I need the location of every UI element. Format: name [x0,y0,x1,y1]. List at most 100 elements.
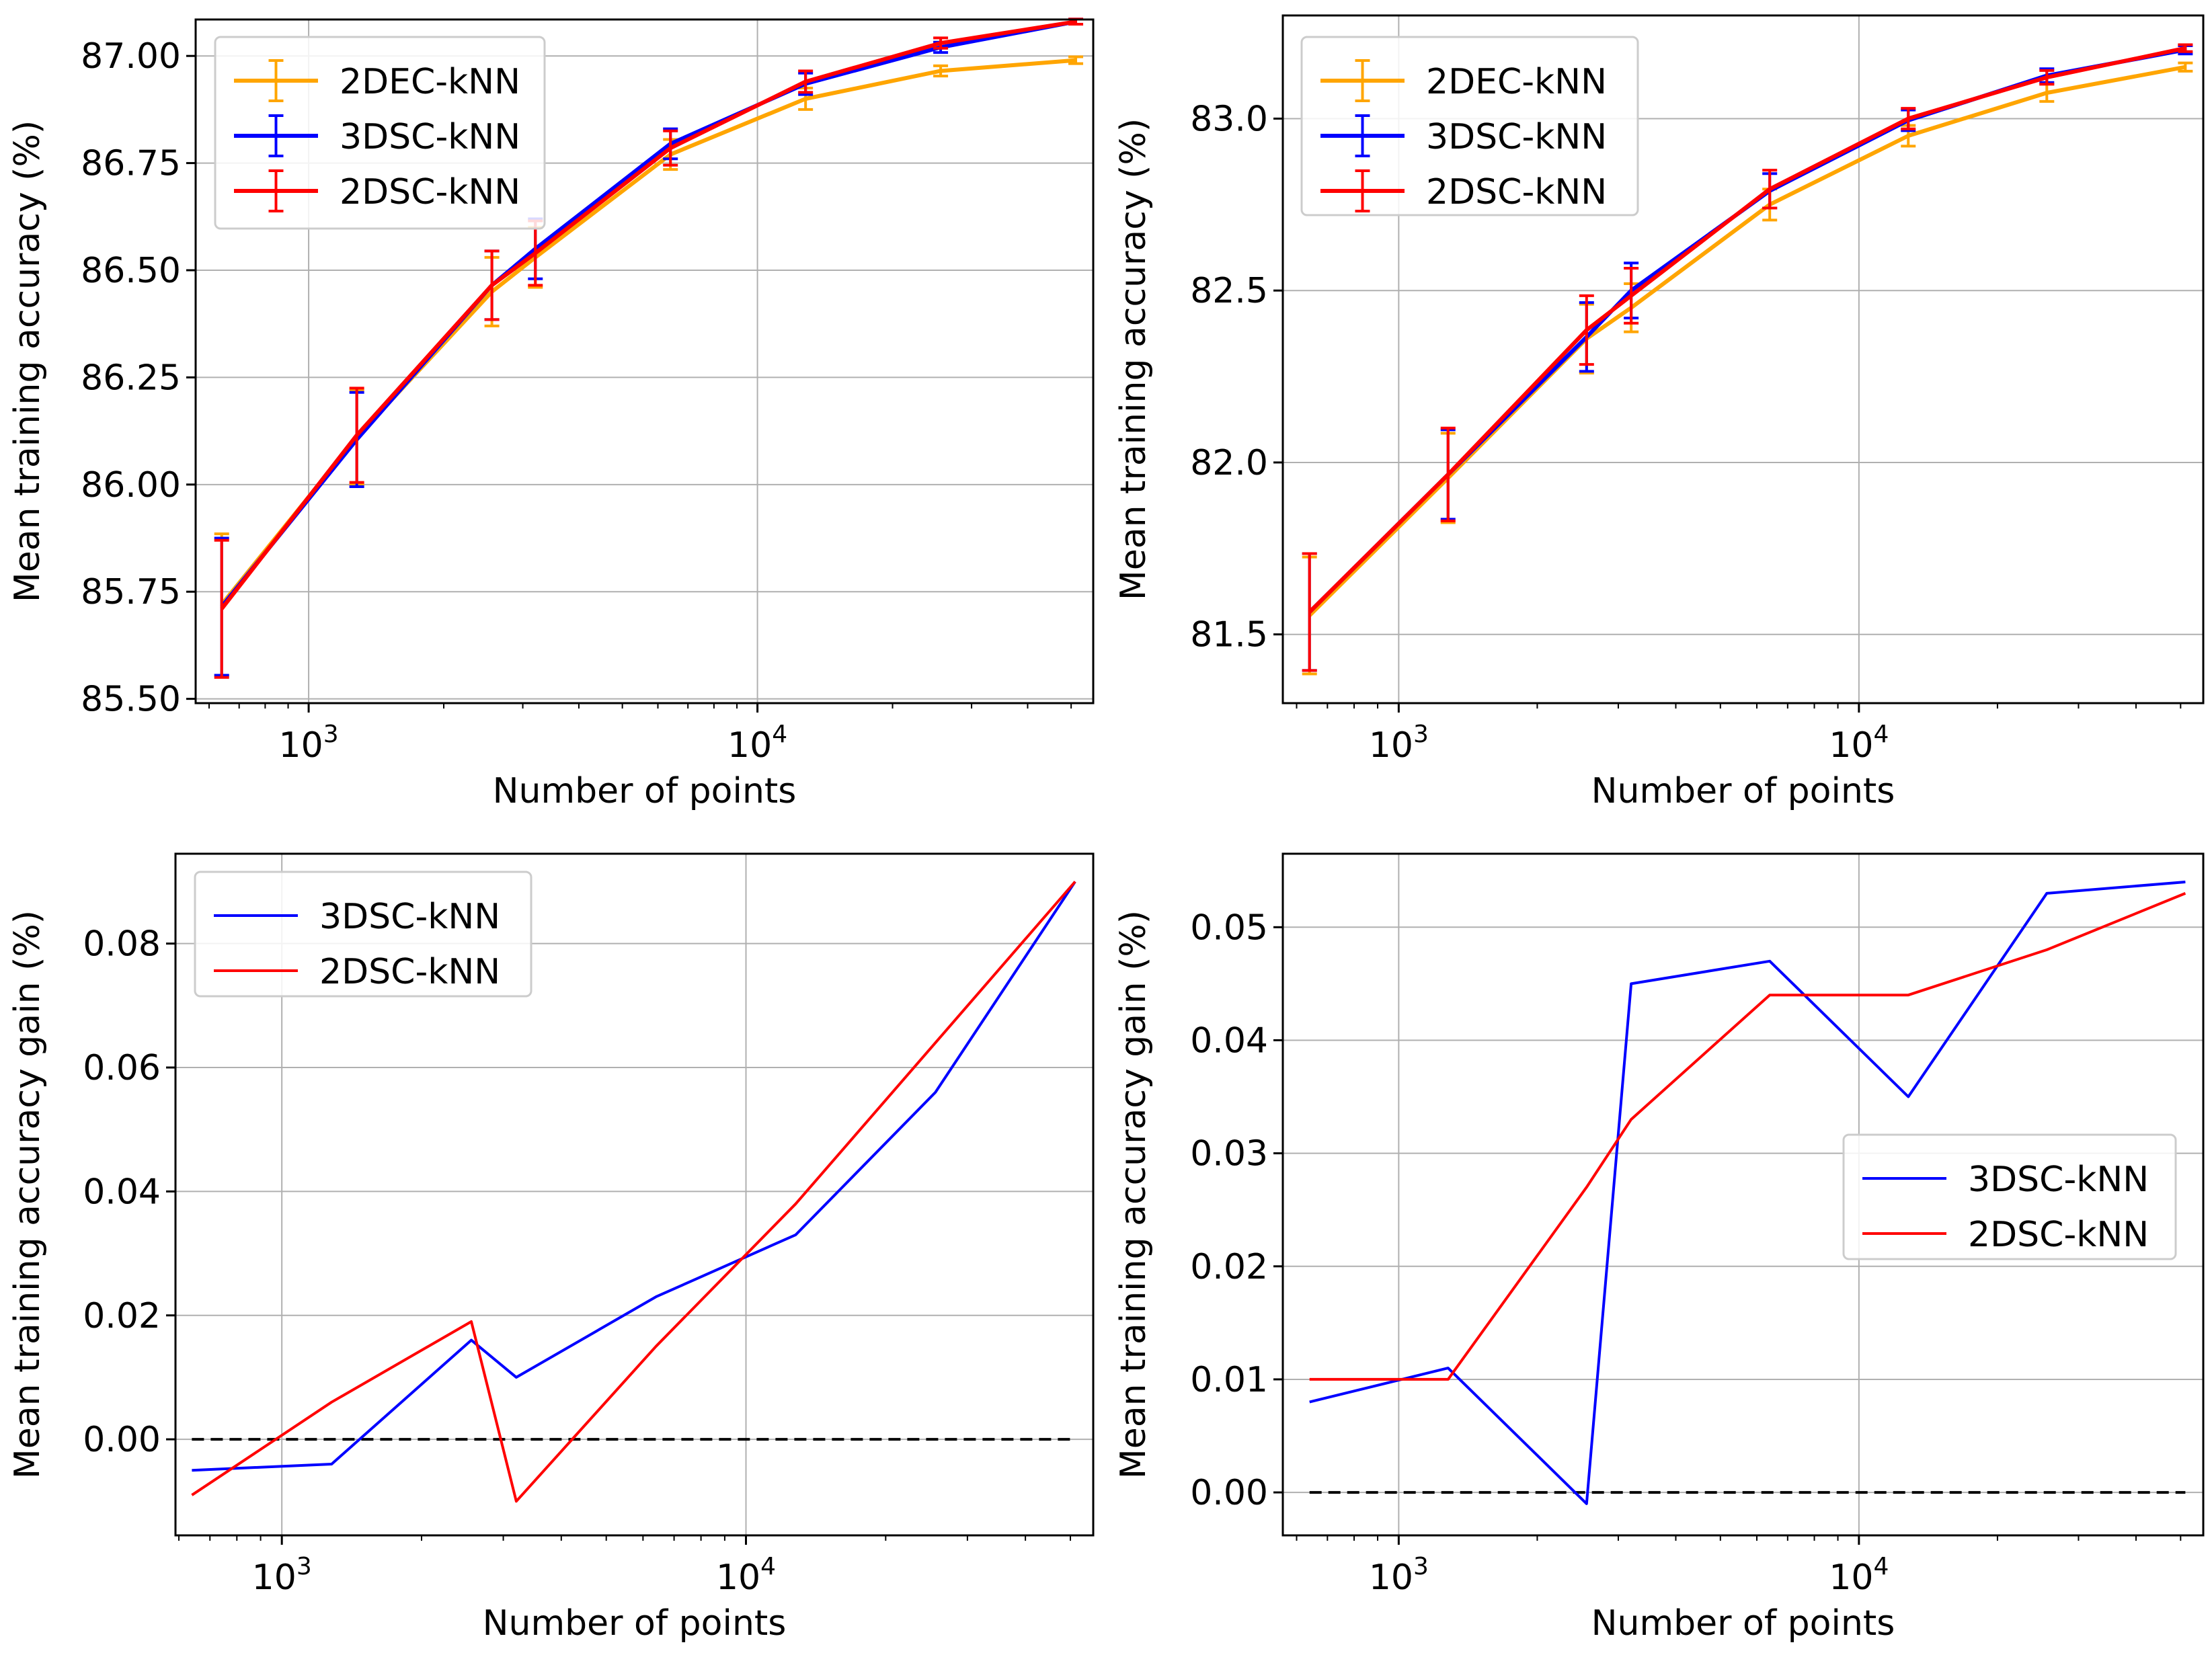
legend-entry: 2DSC-kNN [1862,1215,2149,1255]
error-bar [663,129,678,167]
axes-frame [1281,14,2205,704]
error-bar [1762,169,1778,210]
y-tick-label: 0.02 [83,1296,161,1336]
legend-box [214,36,546,230]
legend-label: 2DSC-kNN [340,172,520,212]
x-tick-label: 103 [279,721,339,766]
legend-entry: 3DSC-kNN [214,897,500,937]
y-tick-label: 82.5 [1190,271,1268,311]
legend-label: 3DSC-kNN [340,117,520,157]
y-tick-label: 0.00 [83,1420,161,1460]
legend-box [1842,1133,2177,1260]
series-line [220,19,1076,610]
chart-panel-top-right: 103 104 81.5 82.0 82.5 83.0 Number of points Me… [1113,14,2205,811]
legend-label: 3DSC-kNN [1968,1160,2149,1200]
y-tick-label: 81.5 [1190,615,1268,655]
legend-entry: 2DSC-kNN [214,952,500,992]
error-bar [1901,107,1916,130]
x-tick-label: 104 [716,1553,776,1598]
y-tick-label: 87.00 [81,36,181,77]
legend-entry: 2DSC-kNN [1320,169,1607,212]
legend-entry: 3DSC-kNN [234,114,520,157]
legend: 3DSC-kNN 2DSC-kNN [1842,1133,2177,1260]
legend-label: 2DEC-kNN [340,62,520,102]
error-bar [933,64,949,78]
series-2DSC-kNN [214,17,1084,679]
legend-label: 3DSC-kNN [319,897,500,937]
series-3DSC-kNN [192,881,1076,1472]
axes-frame [1281,852,2205,1537]
chart-panel-bottom-right: 103 104 0.00 0.01 0.02 0.03 0.04 0.05 Number of … [1113,852,2205,1644]
series-line [1309,881,2186,1505]
y-tick-label: 0.00 [1190,1473,1268,1513]
x-axis-label: Number of points [483,1603,787,1644]
x-axis-label: Number of points [1591,1603,1895,1644]
x-axis-label: Number of points [1591,771,1895,811]
y-tick-label: 0.04 [83,1172,161,1212]
series-2DSC-kNN [1302,43,2193,672]
error-bar [1579,294,1594,366]
y-tick-label: 82.0 [1190,443,1268,483]
y-tick-label: 0.03 [1190,1134,1268,1174]
series-line [220,19,1076,608]
legend-entry: 3DSC-kNN [1862,1160,2149,1200]
series-3DSC-kNN [1309,881,2186,1505]
y-tick-label: 86.25 [81,358,181,398]
y-tick-label: 83.0 [1190,99,1268,139]
legend: 3DSC-kNN 2DSC-kNN [194,871,532,998]
y-axis-label: Mean training accuracy gain (%) [1113,910,1154,1479]
series-line [1308,46,2186,614]
y-tick-label: 86.75 [81,144,181,184]
error-bar [933,36,949,50]
legend-label: 2DSC-kNN [1426,172,1607,212]
series-2DSC-kNN [1309,892,2186,1381]
error-bar [798,69,814,94]
legend-entry: 2DEC-kNN [234,59,520,102]
y-tick-label: 0.08 [83,924,161,965]
error-bar [1302,552,1317,672]
legend: 2DEC-kNN 3DSC-kNN 2DSC-kNN [1300,36,1639,216]
error-bar [2039,69,2055,86]
x-tick-label: 104 [1829,1553,1889,1598]
y-axis-label: Mean training accuracy (%) [1113,118,1154,600]
y-tick-label: 0.05 [1190,908,1268,948]
error-bar [2178,61,2193,73]
x-tick-label: 104 [1829,721,1889,766]
legend-box [194,871,532,998]
x-tick-label: 103 [1369,1553,1429,1598]
error-bar [349,387,364,484]
legend-entry: 2DEC-kNN [1320,59,1607,102]
y-axis-label: Mean training accuracy gain (%) [7,910,48,1479]
chart-panel-bottom-left: 103 104 0.00 0.02 0.04 0.06 0.08 Number of poin… [7,852,1095,1644]
series-2DSC-kNN [191,881,1076,1503]
legend-label: 3DSC-kNN [1426,117,1607,157]
series-line [1309,892,2186,1381]
legend-label: 2DSC-kNN [319,952,500,992]
error-bar [1624,266,1639,325]
error-bar [484,249,500,321]
x-tick-label: 103 [252,1553,312,1598]
y-tick-label: 86.00 [81,465,181,506]
y-tick-label: 85.50 [81,680,181,720]
y-tick-label: 0.01 [1190,1360,1268,1400]
y-tick-label: 85.75 [81,572,181,612]
x-tick-label: 103 [1369,721,1429,766]
series-line [1308,65,2186,617]
legend-label: 2DSC-kNN [1968,1215,2149,1255]
error-bar [1440,426,1456,522]
error-bar [2178,43,2193,53]
error-bar [1068,55,1084,65]
x-axis-label: Number of points [493,771,797,811]
legend-entry: 2DSC-kNN [234,169,520,212]
x-tick-label: 104 [727,721,787,766]
y-tick-label: 0.02 [1190,1247,1268,1287]
chart-panel-top-left: 103 104 85.50 85.75 86.00 86.25 86.50 86.75 87.0… [7,17,1095,811]
legend-entry: 3DSC-kNN [1320,114,1607,157]
error-bar [214,538,229,679]
axes-frame [174,852,1095,1537]
axes-frame [194,18,1095,704]
y-tick-label: 0.06 [83,1048,161,1088]
legend: 2DEC-kNN 3DSC-kNN 2DSC-kNN [214,36,546,230]
series-line [192,881,1076,1472]
